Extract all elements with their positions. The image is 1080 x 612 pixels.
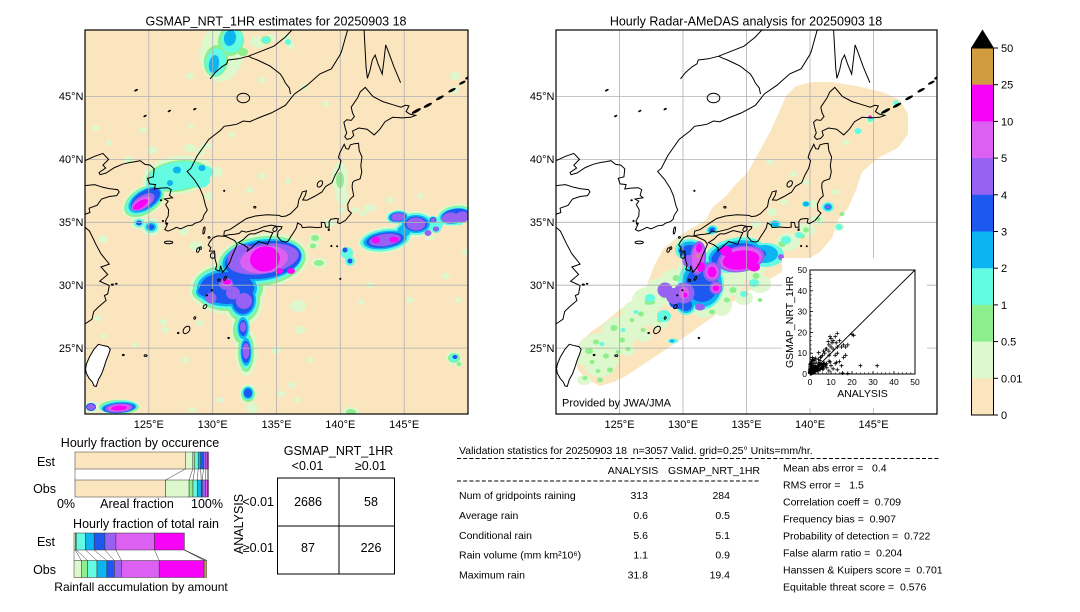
svg-text:1: 1	[1001, 300, 1007, 312]
svg-text:5.1: 5.1	[715, 530, 730, 542]
svg-text:125°E: 125°E	[604, 419, 634, 431]
svg-text:Probability of detection = 0.: Probability of detection = 0.722	[783, 531, 931, 543]
svg-text:Areal fraction: Areal fraction	[100, 497, 174, 511]
svg-text:≥0.01: ≥0.01	[355, 459, 386, 473]
svg-text:Correlation coeff = 0.709: Correlation coeff = 0.709	[783, 497, 901, 509]
svg-text:31.8: 31.8	[628, 570, 649, 582]
svg-text:135°E: 135°E	[731, 419, 761, 431]
svg-text:Num of gridpoints raining: Num of gridpoints raining	[459, 490, 576, 502]
svg-text:False alarm ratio = 0.204: False alarm ratio = 0.204	[783, 548, 903, 560]
svg-text:GSMAP_NRT_1HR: GSMAP_NRT_1HR	[668, 465, 760, 477]
svg-text:Hanssen & Kuipers score = 0.7: Hanssen & Kuipers score = 0.701	[783, 565, 943, 577]
svg-text:Conditional rain: Conditional rain	[459, 530, 532, 542]
svg-text:GSMAP_NRT_1HR estimates for 20: GSMAP_NRT_1HR estimates for 20250903 18	[145, 15, 406, 29]
svg-text:Est: Est	[37, 455, 56, 469]
svg-text:100%: 100%	[191, 497, 223, 511]
svg-text:140°E: 140°E	[795, 419, 825, 431]
svg-text:2686: 2686	[294, 495, 322, 509]
svg-text:5: 5	[1001, 153, 1007, 165]
svg-text:0.5: 0.5	[715, 510, 730, 522]
svg-text:30: 30	[798, 307, 808, 317]
svg-text:0.5: 0.5	[1001, 337, 1016, 349]
svg-text:25°N: 25°N	[59, 343, 84, 355]
svg-text:40°N: 40°N	[530, 154, 555, 166]
svg-text:40°N: 40°N	[59, 154, 84, 166]
svg-text:35°N: 35°N	[530, 217, 555, 229]
svg-text:284: 284	[712, 490, 730, 502]
svg-text:Rainfall accumulation by amoun: Rainfall accumulation by amount	[54, 580, 228, 594]
svg-text:40: 40	[798, 286, 808, 296]
svg-text:ANALYSIS: ANALYSIS	[232, 494, 246, 554]
svg-text:40: 40	[889, 377, 899, 387]
svg-text:0%: 0%	[57, 497, 75, 511]
svg-text:226: 226	[361, 541, 382, 555]
svg-text:20: 20	[847, 377, 857, 387]
svg-text:Hourly fraction of total rain: Hourly fraction of total rain	[73, 517, 219, 531]
svg-text:50: 50	[910, 377, 920, 387]
svg-text:87: 87	[301, 541, 315, 555]
svg-text:145°E: 145°E	[858, 419, 888, 431]
svg-text:Equitable threat score = 0.57: Equitable threat score = 0.576	[783, 582, 926, 594]
svg-text:0: 0	[1001, 410, 1007, 422]
svg-text:30°N: 30°N	[59, 280, 84, 292]
svg-text:3: 3	[1001, 227, 1007, 239]
svg-text:125°E: 125°E	[134, 419, 164, 431]
svg-text:Mean abs error = 0.4: Mean abs error = 0.4	[783, 463, 887, 475]
svg-text:50: 50	[1001, 43, 1013, 55]
svg-text:Frequency bias = 0.907: Frequency bias = 0.907	[783, 514, 896, 526]
svg-text:140°E: 140°E	[325, 419, 355, 431]
svg-text:Hourly Radar-AMeDAS analysis f: Hourly Radar-AMeDAS analysis for 2025090…	[610, 15, 882, 29]
svg-text:Obs: Obs	[33, 482, 56, 496]
svg-text:130°E: 130°E	[668, 419, 698, 431]
svg-text:0.9: 0.9	[715, 550, 730, 562]
svg-text:≥0.01: ≥0.01	[243, 541, 274, 555]
svg-text:<0.01: <0.01	[242, 495, 274, 509]
svg-text:GSMAP_NRT_1HR: GSMAP_NRT_1HR	[284, 444, 394, 458]
svg-text:Rain volume (mm km²10⁶): Rain volume (mm km²10⁶)	[459, 550, 581, 562]
svg-text:30°N: 30°N	[530, 280, 555, 292]
svg-text:19.4: 19.4	[710, 570, 731, 582]
svg-text:Average rain: Average rain	[459, 510, 519, 522]
svg-text:ANALYSIS: ANALYSIS	[837, 388, 888, 400]
svg-text:25°N: 25°N	[530, 343, 555, 355]
svg-text:45°N: 45°N	[530, 91, 555, 103]
svg-text:0.6: 0.6	[633, 510, 648, 522]
svg-text:0: 0	[808, 377, 813, 387]
svg-text:45°N: 45°N	[59, 91, 84, 103]
svg-text:35°N: 35°N	[59, 217, 84, 229]
svg-text:4: 4	[1001, 190, 1007, 202]
svg-text:58: 58	[364, 495, 378, 509]
svg-text:10: 10	[1001, 116, 1013, 128]
svg-text:ANALYSIS: ANALYSIS	[608, 465, 659, 477]
svg-text:Est: Est	[37, 535, 56, 549]
svg-text:Validation statistics for 2025: Validation statistics for 20250903 18 n=…	[459, 445, 813, 457]
svg-text:GSMAP_NRT_1HR: GSMAP_NRT_1HR	[784, 276, 796, 368]
svg-text:Maximum rain: Maximum rain	[459, 570, 525, 582]
svg-text:0.01: 0.01	[1001, 373, 1022, 385]
svg-text:0: 0	[802, 369, 807, 379]
svg-text:20: 20	[798, 327, 808, 337]
svg-text:313: 313	[630, 490, 648, 502]
svg-text:Hourly fraction by occurence: Hourly fraction by occurence	[61, 436, 219, 450]
svg-text:135°E: 135°E	[261, 419, 291, 431]
svg-text:10: 10	[798, 348, 808, 358]
svg-text:2: 2	[1001, 263, 1007, 275]
svg-text:5.6: 5.6	[633, 530, 648, 542]
svg-text:Provided by JWA/JMA: Provided by JWA/JMA	[562, 398, 672, 410]
svg-text:<0.01: <0.01	[292, 459, 324, 473]
svg-text:130°E: 130°E	[198, 419, 228, 431]
svg-text:145°E: 145°E	[389, 419, 419, 431]
svg-text:50: 50	[798, 265, 808, 275]
svg-text:30: 30	[868, 377, 878, 387]
svg-text:RMS error = 1.5: RMS error = 1.5	[783, 480, 864, 492]
svg-text:Obs: Obs	[33, 563, 56, 577]
svg-text:10: 10	[826, 377, 836, 387]
svg-text:25: 25	[1001, 80, 1013, 92]
svg-text:1.1: 1.1	[633, 550, 648, 562]
